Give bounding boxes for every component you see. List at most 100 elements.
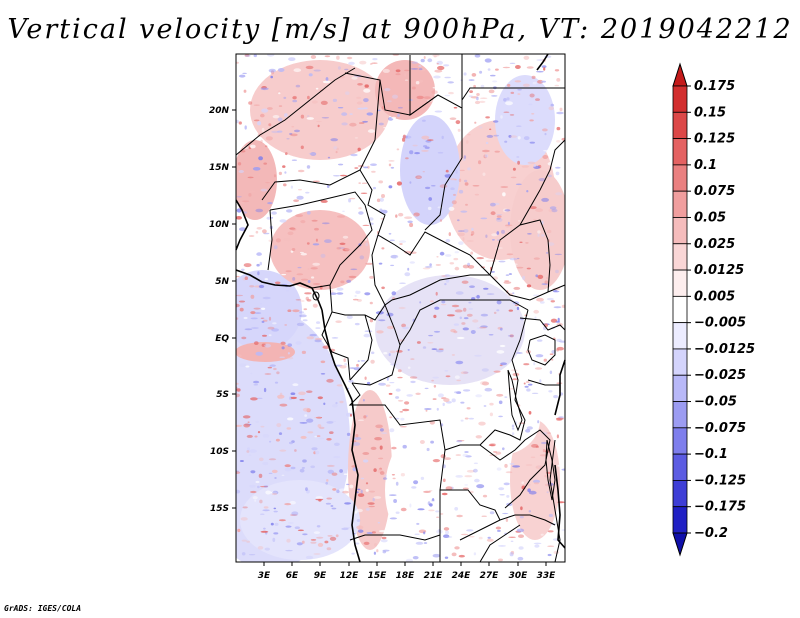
- field-speckle: [366, 532, 374, 534]
- field-speckle: [451, 398, 456, 403]
- field-speckle: [291, 125, 295, 128]
- field-speckle: [314, 435, 318, 438]
- field-speckle: [432, 376, 440, 379]
- field-speckle: [310, 465, 316, 469]
- field-speckle: [429, 503, 433, 507]
- field-speckle: [555, 269, 559, 274]
- field-speckle: [512, 167, 516, 171]
- field-speckle: [341, 112, 348, 116]
- field-speckle: [247, 176, 254, 179]
- field-speckle: [489, 443, 497, 447]
- field-speckle: [413, 487, 417, 491]
- field-speckle: [251, 259, 260, 262]
- field-speckle: [349, 367, 356, 369]
- field-speckle: [396, 148, 400, 151]
- field-speckle: [305, 487, 308, 491]
- boundary: [409, 55, 463, 158]
- field-speckle: [253, 119, 260, 122]
- field-speckle: [372, 497, 375, 502]
- field-speckle: [371, 170, 376, 173]
- field-speckle: [295, 341, 302, 345]
- field-speckle: [398, 212, 404, 217]
- field-speckle: [290, 133, 298, 137]
- field-speckle: [447, 423, 453, 428]
- field-speckle: [309, 333, 318, 337]
- field-speckle: [264, 145, 268, 148]
- coastline-angola: [351, 399, 361, 563]
- field-speckle: [502, 512, 509, 515]
- field-speckle: [316, 435, 321, 437]
- field-speckle: [255, 420, 260, 424]
- field-speckle: [422, 267, 431, 270]
- field-speckle: [246, 540, 250, 543]
- field-speckle: [285, 549, 293, 552]
- field-speckle: [258, 473, 263, 478]
- colorbar-label: −0.2: [694, 526, 728, 541]
- field-speckle: [500, 186, 509, 188]
- field-speckle: [346, 56, 353, 60]
- field-speckle: [401, 155, 405, 159]
- field-speckle: [256, 397, 263, 399]
- field-speckle: [471, 227, 474, 231]
- field-speckle: [339, 365, 347, 369]
- field-speckle: [339, 469, 343, 473]
- field-speckle: [526, 284, 532, 288]
- field-speckle: [276, 371, 280, 375]
- field-speckle: [413, 480, 419, 485]
- field-speckle: [524, 64, 528, 68]
- field-speckle: [307, 267, 310, 271]
- field-speckle: [329, 292, 337, 296]
- boundary: [377, 231, 549, 301]
- boundary: [489, 219, 551, 293]
- field-speckle: [275, 238, 281, 243]
- field-speckle: [371, 351, 375, 355]
- field-speckle: [395, 396, 400, 399]
- field-speckle: [420, 476, 425, 480]
- field-speckle: [368, 217, 374, 221]
- field-speckle: [341, 122, 348, 126]
- lon-label-18E: 18E: [396, 571, 416, 581]
- field-speckle: [279, 449, 287, 452]
- field-speckle: [368, 505, 375, 508]
- field-speckle: [321, 222, 330, 225]
- field-speckle: [240, 517, 248, 521]
- field-speckle: [470, 251, 474, 255]
- field-speckle: [294, 526, 300, 529]
- field-speckle: [306, 211, 311, 215]
- field-speckle: [507, 83, 511, 87]
- field-speckle: [360, 477, 365, 480]
- field-speckle: [427, 206, 432, 211]
- field-speckle: [363, 166, 369, 169]
- field-speckle: [454, 507, 459, 511]
- boundary: [329, 284, 386, 321]
- field-speckle: [485, 480, 489, 484]
- field-speckle: [254, 435, 258, 438]
- field-speckle: [467, 134, 471, 136]
- field-speckle: [543, 150, 549, 152]
- field-speckle: [468, 95, 473, 97]
- field-speckle: [455, 82, 462, 85]
- field-speckle: [306, 336, 315, 340]
- field-speckle: [534, 316, 537, 320]
- field-speckle: [379, 208, 383, 213]
- field-speckle: [395, 511, 400, 514]
- field-speckle: [405, 558, 413, 562]
- field-speckle: [473, 84, 476, 88]
- field-speckle: [472, 319, 479, 323]
- field-speckle: [400, 473, 405, 477]
- field-speckle: [329, 431, 334, 434]
- field-speckle: [518, 534, 524, 538]
- field-speckle: [293, 68, 302, 73]
- field-speckle: [523, 136, 530, 141]
- field-speckle: [321, 117, 330, 119]
- field-speckle: [529, 141, 535, 144]
- field-speckle: [352, 442, 361, 446]
- field-speckle: [533, 257, 540, 260]
- field-speckle: [283, 237, 292, 242]
- field-speckle: [454, 309, 463, 313]
- field-speckle: [526, 66, 534, 69]
- field-speckle: [244, 54, 250, 57]
- field-speckle: [445, 486, 453, 491]
- field-speckle: [275, 438, 280, 442]
- field-speckle: [456, 440, 463, 443]
